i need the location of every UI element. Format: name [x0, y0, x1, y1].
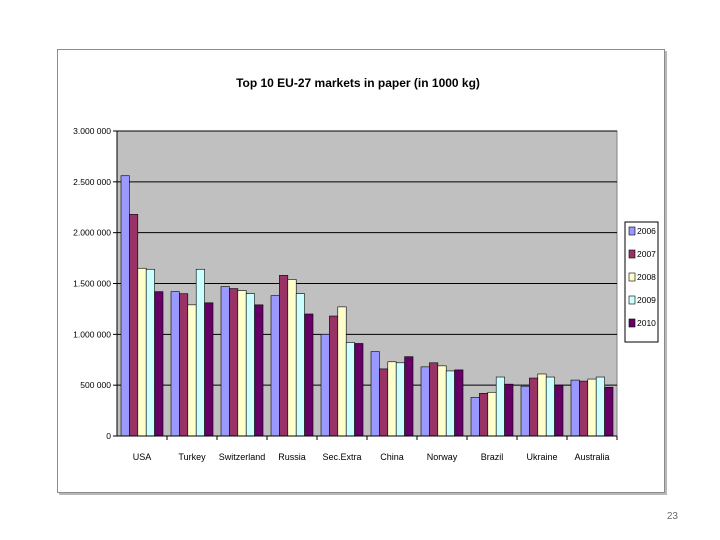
bar: [170, 291, 180, 437]
bar: [279, 275, 289, 437]
bar: [329, 315, 339, 437]
legend-swatch: [628, 295, 636, 305]
bar: [420, 366, 430, 437]
legend-label: 2006: [637, 226, 656, 236]
chart-title: Top 10 EU-27 markets in paper (in 1000 k…: [236, 76, 480, 90]
bar: [254, 304, 264, 437]
bar: [370, 351, 380, 437]
bar: [487, 391, 497, 437]
category-label: Norway: [427, 452, 458, 462]
bar: [145, 268, 155, 437]
legend: 2006 2007 2008 2009 2010: [624, 221, 659, 343]
bar: [454, 369, 464, 437]
bar: [495, 376, 505, 437]
y-tick-label: 1.000 000: [73, 329, 111, 339]
bar: [387, 361, 397, 437]
bar: [504, 383, 514, 437]
bar: [154, 291, 164, 437]
bar: [354, 343, 364, 437]
bar: [570, 379, 580, 437]
legend-label: 2007: [637, 249, 656, 259]
category-label: Turkey: [178, 452, 206, 462]
category-label: Switzerland: [219, 452, 266, 462]
bar: [545, 376, 555, 437]
legend-label: 2009: [637, 295, 656, 305]
bar: [195, 268, 205, 437]
y-tick-label: 1.500 000: [73, 279, 111, 289]
y-tick-label: 0: [106, 431, 111, 441]
bar: [529, 377, 539, 437]
bar: [295, 293, 305, 437]
bar: [220, 286, 230, 437]
legend-swatch: [628, 318, 636, 328]
category-label: Ukraine: [526, 452, 557, 462]
bar: [345, 342, 355, 437]
bar: [187, 304, 197, 437]
bar: [304, 313, 314, 437]
bar: [287, 279, 297, 437]
bar: [137, 267, 147, 437]
category-label: Sec.Extra: [322, 452, 361, 462]
bar: [404, 356, 414, 437]
legend-swatch: [628, 272, 636, 282]
chart-frame: Top 10 EU-27 markets in paper (in 1000 k…: [57, 49, 665, 493]
legend-label: 2010: [637, 318, 656, 328]
bar: [320, 334, 330, 437]
bar: [337, 306, 347, 437]
y-tick-label: 3.000 000: [73, 126, 111, 136]
bar: [429, 362, 439, 437]
category-label: USA: [133, 452, 152, 462]
bar: [270, 295, 280, 437]
bar: [129, 214, 139, 437]
y-tick-label: 500 000: [80, 380, 111, 390]
bar: [520, 385, 530, 437]
bar: [120, 175, 130, 437]
bar: [470, 397, 480, 437]
legend-swatch: [628, 226, 636, 236]
category-label: Russia: [278, 452, 306, 462]
bar: [595, 376, 605, 437]
bar: [229, 288, 239, 437]
bar: [445, 370, 455, 437]
y-tick-label: 2.500 000: [73, 177, 111, 187]
chart-svg: Top 10 EU-27 markets in paper (in 1000 k…: [73, 76, 659, 462]
page-number: 23: [666, 511, 678, 522]
bar: [179, 293, 189, 437]
bar: [395, 362, 405, 437]
bar: [604, 386, 614, 437]
bar: [245, 293, 255, 437]
legend-swatch: [628, 249, 636, 259]
bar: [379, 368, 389, 437]
bar: [437, 365, 447, 437]
bar: [537, 373, 547, 437]
category-label: China: [380, 452, 404, 462]
category-label: Australia: [574, 452, 609, 462]
plot-area: 0 500 000 1.000 000 1.500 000 2.000 000 2.500…: [73, 126, 618, 462]
bar: [237, 290, 247, 437]
bar: [587, 378, 597, 437]
bar: [479, 392, 489, 437]
y-tick-label: 2.000 000: [73, 228, 111, 238]
bar: [204, 302, 214, 437]
category-label: Brazil: [481, 452, 504, 462]
bar: [579, 380, 589, 437]
bar: [554, 384, 564, 437]
legend-label: 2008: [637, 272, 656, 282]
